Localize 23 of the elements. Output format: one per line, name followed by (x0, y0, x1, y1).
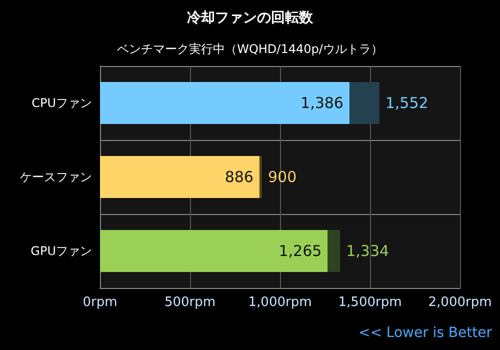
bar (328, 230, 340, 272)
chart-title: 冷却ファンの回転数 (187, 10, 314, 26)
total-label: 1,334 (346, 242, 390, 260)
x-tick-label: 1,500rpm (338, 295, 402, 310)
bar (100, 82, 350, 124)
x-tick-label: 2,000rpm (428, 295, 492, 310)
y-tick-label: ケースファン (20, 170, 92, 184)
y-tick-label: CPUファン (32, 96, 92, 110)
bar (100, 230, 328, 272)
data-label: 886 (224, 168, 254, 186)
y-tick-label: GPUファン (30, 244, 92, 258)
total-label: 1,552 (385, 94, 428, 112)
data-label: 1,265 (278, 242, 322, 260)
bar (349, 82, 380, 124)
bar (100, 156, 260, 198)
text: << Lower is Better (358, 325, 492, 341)
total-label: 900 (268, 168, 297, 186)
x-tick-label: 500rpm (164, 295, 216, 310)
x-tick-label: 1,000rpm (248, 295, 312, 310)
chart-subtitle: ベンチマーク実行中（WQHD/1440p/ウルトラ） (117, 42, 383, 56)
bar (259, 156, 262, 198)
data-label: 1,386 (300, 94, 344, 112)
x-tick-label: 0rpm (82, 295, 118, 310)
